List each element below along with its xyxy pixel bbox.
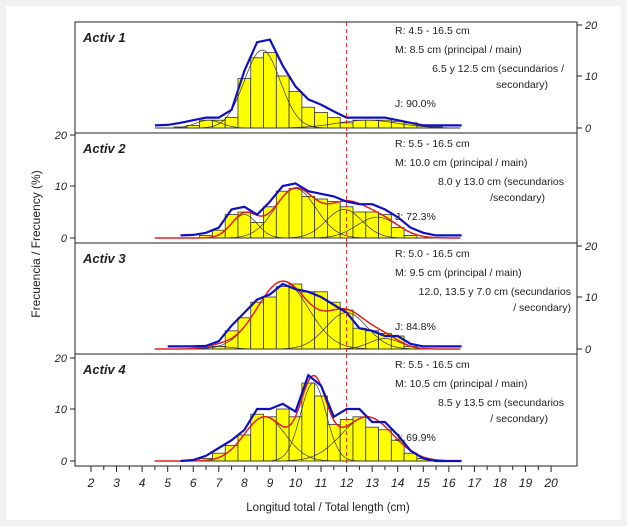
histogram-bar bbox=[365, 119, 379, 129]
histogram-bar bbox=[365, 426, 379, 462]
component-curve bbox=[154, 119, 461, 129]
panel-annotation: / secondary) bbox=[490, 413, 548, 425]
y-tick-label: 20 bbox=[584, 241, 598, 253]
panel-title: Activ 3 bbox=[82, 251, 126, 266]
panel-annotation: 8.0 y 13.0 cm (secundarios bbox=[438, 176, 564, 188]
y-tick-label: 0 bbox=[585, 123, 592, 135]
histogram-bar bbox=[352, 211, 367, 239]
panel-annotation: R: 5.5 - 16.5 cm bbox=[395, 138, 470, 150]
x-tick-label: 20 bbox=[543, 476, 558, 490]
histogram-bar bbox=[352, 119, 367, 129]
histogram-bar bbox=[352, 416, 367, 462]
y-tick-label: 10 bbox=[585, 292, 598, 304]
histogram-bar bbox=[275, 190, 290, 239]
observed-line bbox=[154, 38, 462, 127]
panel-annotation: R: 5.5 - 16.5 cm bbox=[395, 359, 470, 371]
panel-annotation: 6.5 y 12.5 cm (secundarios / bbox=[432, 63, 564, 75]
panel-annotation: J: 84.8% bbox=[395, 321, 436, 333]
x-tick-label: 8 bbox=[241, 476, 248, 490]
y-tick-label: 0 bbox=[61, 233, 68, 245]
panel-annotation: R: 4.5 - 16.5 cm bbox=[395, 25, 470, 37]
observed-line bbox=[180, 182, 462, 237]
histogram-bar bbox=[263, 416, 277, 462]
x-tick-label: 10 bbox=[289, 476, 303, 490]
histogram-bar bbox=[365, 211, 379, 239]
panel-frame bbox=[74, 353, 578, 467]
y-tick-label: 10 bbox=[55, 404, 68, 416]
histogram-bar bbox=[250, 221, 264, 239]
histogram-bar bbox=[314, 395, 328, 462]
x-tick-label: 9 bbox=[267, 476, 274, 490]
histogram-bar bbox=[288, 188, 303, 239]
x-tick-label: 11 bbox=[315, 476, 327, 490]
x-tick-label: 4 bbox=[139, 476, 146, 490]
panel-annotation: /secondary) bbox=[490, 192, 545, 204]
panel-annotation: secondary) bbox=[496, 79, 548, 91]
histogram-bar bbox=[263, 52, 277, 129]
panel-annotation: 12.0, 13.5 y 7.0 cm (secundarios bbox=[419, 286, 571, 298]
histogram-bar bbox=[378, 429, 392, 462]
histogram-bar bbox=[263, 296, 277, 350]
x-tick-label: 2 bbox=[87, 476, 95, 490]
histogram-bar bbox=[288, 91, 303, 129]
x-tick-label: 15 bbox=[417, 476, 431, 490]
histogram-bar bbox=[275, 75, 290, 129]
y-tick-label: 20 bbox=[54, 130, 68, 142]
y-tick-label: 10 bbox=[55, 181, 68, 193]
x-tick-label: 7 bbox=[215, 476, 223, 490]
histogram-bar bbox=[314, 198, 328, 239]
length-frequency-chart: Activ 1 R: 4.5 - 16.5 cm M: 8.5 cm (princi… bbox=[29, 20, 598, 514]
x-tick-label: 14 bbox=[391, 476, 405, 490]
histogram-bar bbox=[352, 327, 367, 350]
histogram-bar bbox=[237, 317, 252, 350]
histogram-bar bbox=[327, 424, 341, 462]
panel-title: Activ 1 bbox=[82, 30, 126, 45]
panel-annotation: R: 5.0 - 16.5 cm bbox=[395, 248, 470, 260]
histogram-bar bbox=[250, 57, 264, 129]
chart-area: Activ 1 R: 4.5 - 16.5 cm M: 8.5 cm (princi… bbox=[6, 6, 621, 520]
histogram-bar bbox=[288, 283, 303, 350]
y-axis-label: Frecuencia / Frecuency (%) bbox=[29, 170, 43, 317]
y-tick-label: 0 bbox=[585, 344, 592, 356]
panel-title: Activ 4 bbox=[82, 362, 126, 377]
x-tick-label: 3 bbox=[113, 476, 120, 490]
panel-annotation: J: 90.0% bbox=[395, 98, 436, 110]
x-tick-label: 16 bbox=[442, 476, 456, 490]
histogram-bar bbox=[250, 413, 264, 462]
panel-annotation: M: 8.5 cm (principal / main) bbox=[395, 44, 522, 56]
histogram-bar bbox=[390, 227, 405, 239]
x-tick-label: 12 bbox=[340, 476, 354, 490]
y-tick-label: 0 bbox=[61, 456, 68, 468]
panel-annotation: J: 72.3% bbox=[395, 211, 436, 223]
panel-annotation: 8.5 y 13.5 cm (secundarios bbox=[438, 397, 564, 409]
histogram-bar bbox=[275, 408, 290, 462]
panel-annotation: M: 10.0 cm (principal / main) bbox=[395, 157, 527, 169]
x-tick-label: 6 bbox=[190, 476, 197, 490]
panel-annotation: M: 10.5 cm (principal / main) bbox=[395, 378, 527, 390]
x-tick-label: 17 bbox=[468, 476, 483, 490]
y-tick-label: 20 bbox=[54, 353, 68, 365]
observed-line bbox=[167, 282, 462, 348]
x-tick-label: 18 bbox=[493, 476, 507, 490]
panel-annotation: M: 9.5 cm (principal / main) bbox=[395, 267, 522, 279]
y-tick-label: 10 bbox=[585, 71, 598, 83]
x-tick-label: 5 bbox=[164, 476, 171, 490]
x-tick-label: 19 bbox=[519, 476, 533, 490]
panel-title: Activ 2 bbox=[82, 141, 126, 156]
x-axis-label: Longitud total / Total length (cm) bbox=[246, 502, 410, 514]
component-curve bbox=[154, 119, 461, 129]
histogram-bar bbox=[275, 286, 290, 350]
x-tick-label: 13 bbox=[365, 476, 379, 490]
panel-annotation: J: 69.9% bbox=[395, 432, 436, 444]
panel-annotation: / secondary) bbox=[513, 302, 571, 314]
y-tick-label: 20 bbox=[584, 20, 598, 32]
fit-curve bbox=[154, 187, 461, 239]
observed-line bbox=[180, 373, 462, 463]
